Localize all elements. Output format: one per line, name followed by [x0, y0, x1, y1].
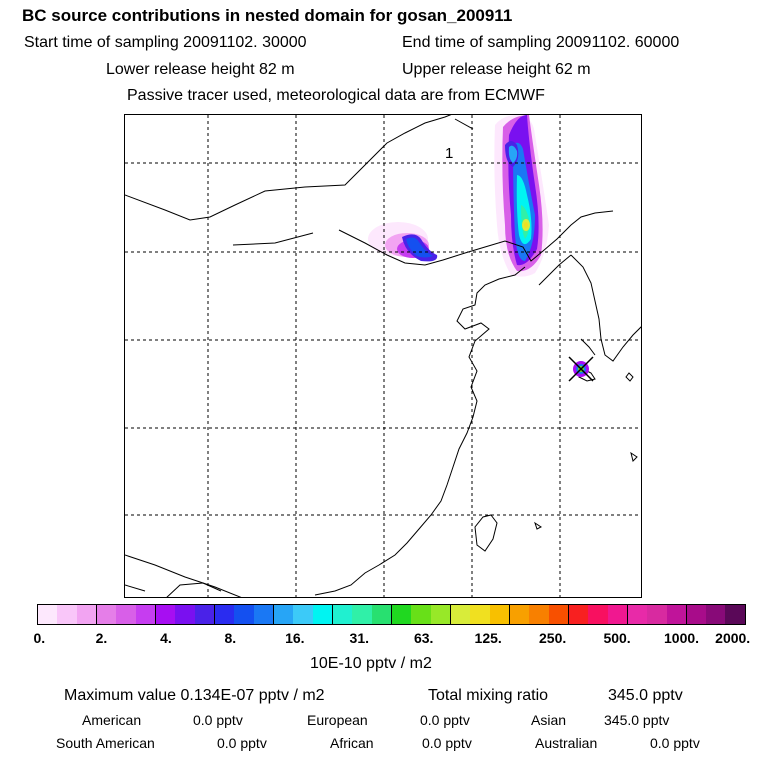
colorbar-segment — [312, 605, 332, 624]
plume-north — [494, 115, 549, 277]
colorbar-segment — [234, 605, 254, 624]
map-canvas: 1 — [125, 115, 641, 597]
colorbar-segment — [135, 605, 155, 624]
start-time-label: Start time of sampling 20091102. 30000 — [24, 34, 307, 51]
colorbar-tick-label: 500. — [603, 630, 631, 646]
colorbar-segment — [706, 605, 726, 624]
colorbar-tick-label: 125. — [474, 630, 502, 646]
american-label: American — [82, 712, 142, 728]
colorbar-tick-label: 4. — [160, 630, 172, 646]
african-value: 0.0 pptv — [422, 735, 472, 751]
coastlines — [125, 115, 641, 597]
colorbar-segment — [489, 605, 509, 624]
colorbar-segment — [607, 605, 627, 624]
figure-title: BC source contributions in nested domain… — [22, 6, 513, 25]
end-time-label: End time of sampling 20091102. 60000 — [402, 34, 680, 51]
colorbar-tick-label: 63. — [413, 630, 434, 646]
colorbar-segment — [154, 605, 176, 624]
colorbar-tick-label: 2. — [95, 630, 108, 646]
colorbar-segment — [293, 605, 313, 624]
colorbar-segment — [213, 605, 235, 624]
upper-release-label: Upper release height 62 m — [402, 61, 591, 78]
colorbar-segment — [76, 605, 96, 624]
colorbar-segment — [626, 605, 648, 624]
colorbar-tick-label: 0. — [33, 630, 46, 646]
colorbar-segment — [529, 605, 549, 624]
colorbar-segment — [95, 605, 117, 624]
colorbar-segment — [175, 605, 195, 624]
australian-label: Australian — [535, 735, 598, 751]
colorbar-segment — [508, 605, 530, 624]
colorbar-segment — [430, 605, 450, 624]
graticule — [125, 115, 641, 597]
colorbar-segment — [647, 605, 667, 624]
colorbar-tick-label: 250. — [539, 630, 567, 646]
colorbar-segment — [666, 605, 686, 624]
colorbar-segment — [331, 605, 353, 624]
colorbar-segment — [588, 605, 608, 624]
colorbar-segment — [390, 605, 412, 624]
colorbar-segment — [352, 605, 372, 624]
european-label: European — [307, 712, 368, 728]
colorbar-tick-label: 31. — [349, 630, 369, 646]
colorbar-tick-labels: 0. 2. 4. 8. 16. 31. 63. 125. 250. 500. 1000. 2000. — [0, 630, 768, 650]
colorbar-segment — [470, 605, 490, 624]
african-label: African — [330, 735, 374, 751]
asian-value: 345.0 pptv — [604, 712, 670, 728]
colorbar-segment — [371, 605, 391, 624]
total-mixing-label: Total mixing ratio — [428, 687, 549, 704]
colorbar-segment — [116, 605, 136, 624]
colorbar-unit: 10E-10 pptv / m2 — [310, 655, 432, 672]
colorbar — [37, 604, 746, 625]
colorbar-segment — [194, 605, 214, 624]
australian-value: 0.0 pptv — [650, 735, 700, 751]
colorbar-segment — [449, 605, 471, 624]
colorbar-tick-label: 8. — [224, 630, 237, 646]
colorbar-segment — [272, 605, 294, 624]
map-panel: 1 — [124, 114, 642, 598]
plume-west — [368, 222, 438, 262]
total-mixing-value: 345.0 pptv — [608, 687, 683, 704]
contour-label: 1 — [445, 145, 453, 162]
colorbar-segment — [253, 605, 273, 624]
colorbar-tick-label: 1000. — [664, 630, 700, 646]
european-value: 0.0 pptv — [420, 712, 470, 728]
colorbar-tick-label: 2000. — [715, 630, 751, 646]
south-american-value: 0.0 pptv — [217, 735, 267, 751]
colorbar-segment — [567, 605, 589, 624]
max-value: Maximum value 0.134E-07 pptv / m2 — [64, 687, 325, 704]
colorbar-segment — [411, 605, 431, 624]
colorbar-segment — [725, 605, 745, 624]
lower-release-label: Lower release height 82 m — [106, 61, 295, 78]
colorbar-segment — [38, 605, 58, 624]
tracer-note: Passive tracer used, meteorological data… — [127, 87, 545, 104]
colorbar-segment — [685, 605, 707, 624]
colorbar-tick-label: 16. — [285, 630, 305, 646]
colorbar-segment — [548, 605, 568, 624]
colorbar-segment — [57, 605, 77, 624]
south-american-label: South American — [56, 735, 155, 751]
asian-label: Asian — [531, 712, 567, 728]
receptor-marker — [568, 356, 594, 382]
american-value: 0.0 pptv — [193, 712, 243, 728]
